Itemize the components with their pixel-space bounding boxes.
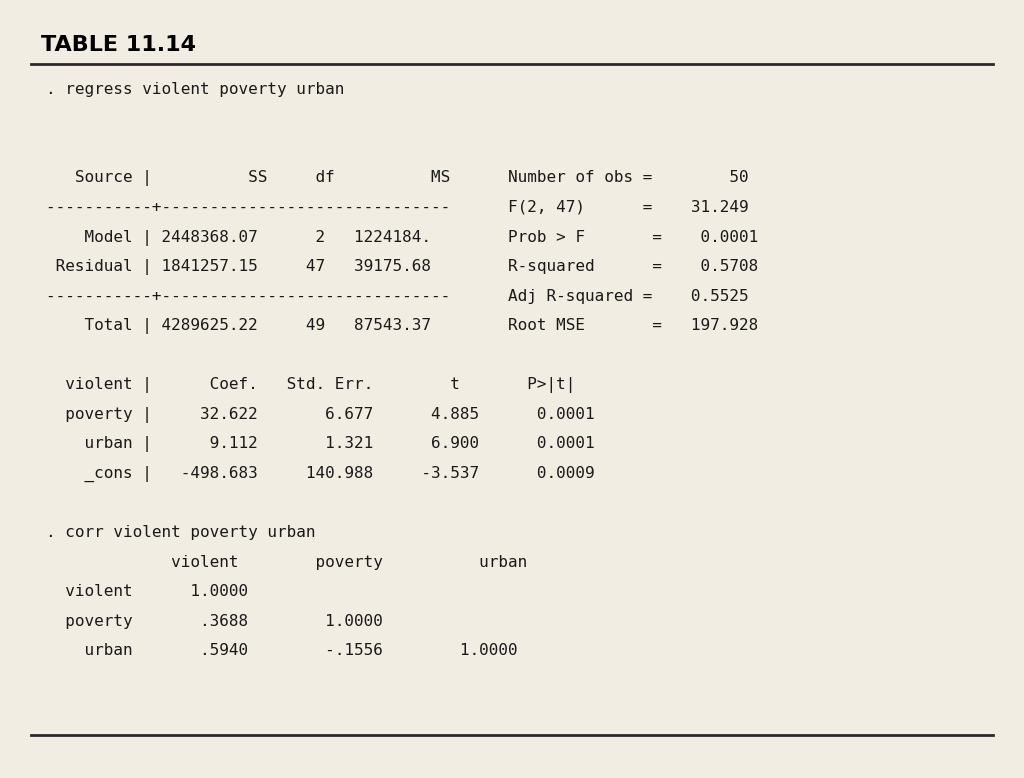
Text: poverty |     32.622       6.677      4.885      0.0001: poverty | 32.622 6.677 4.885 0.0001 bbox=[46, 407, 595, 423]
Text: _cons |   -498.683     140.988     -3.537      0.0009: _cons | -498.683 140.988 -3.537 0.0009 bbox=[46, 466, 595, 482]
Text: -----------+------------------------------      Adj R-squared =    0.5525: -----------+----------------------------… bbox=[46, 289, 749, 303]
Text: TABLE 11.14: TABLE 11.14 bbox=[41, 35, 196, 55]
Text: violent      1.0000: violent 1.0000 bbox=[46, 584, 248, 599]
Text: Model | 2448368.07      2   1224184.        Prob > F       =    0.0001: Model | 2448368.07 2 1224184. Prob > F =… bbox=[46, 230, 759, 246]
Text: Source |          SS     df          MS      Number of obs =        50: Source | SS df MS Number of obs = 50 bbox=[46, 170, 749, 187]
Text: . regress violent poverty urban: . regress violent poverty urban bbox=[46, 82, 344, 96]
Text: poverty       .3688        1.0000: poverty .3688 1.0000 bbox=[46, 614, 383, 629]
Text: violent |      Coef.   Std. Err.        t       P>|t|: violent | Coef. Std. Err. t P>|t| bbox=[46, 377, 575, 394]
Text: violent        poverty          urban: violent poverty urban bbox=[46, 555, 527, 569]
Text: urban |      9.112       1.321      6.900      0.0001: urban | 9.112 1.321 6.900 0.0001 bbox=[46, 436, 595, 453]
Text: urban       .5940        -.1556        1.0000: urban .5940 -.1556 1.0000 bbox=[46, 643, 518, 658]
Text: Total | 4289625.22     49   87543.37        Root MSE       =   197.928: Total | 4289625.22 49 87543.37 Root MSE … bbox=[46, 318, 759, 335]
Text: Residual | 1841257.15     47   39175.68        R-squared      =    0.5708: Residual | 1841257.15 47 39175.68 R-squa… bbox=[46, 259, 759, 275]
Text: . corr violent poverty urban: . corr violent poverty urban bbox=[46, 525, 315, 540]
Text: -----------+------------------------------      F(2, 47)      =    31.249: -----------+----------------------------… bbox=[46, 200, 749, 215]
